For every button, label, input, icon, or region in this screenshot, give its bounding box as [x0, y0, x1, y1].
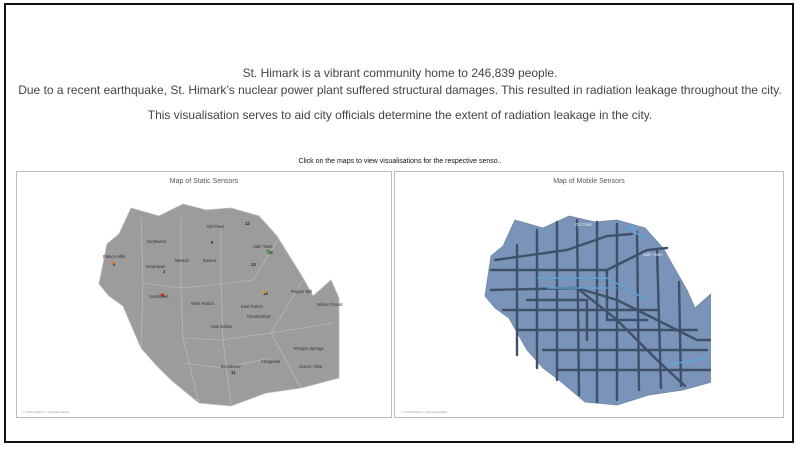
sensor-id: 12 — [245, 221, 250, 226]
sensor-id: 15 — [268, 250, 273, 255]
label-east-parton: East Parton — [241, 304, 264, 309]
click-hint: Click on the maps to view visualisations… — [298, 158, 502, 165]
sensor-marker[interactable] — [111, 261, 115, 265]
label-easton: Easton — [203, 258, 217, 263]
st-himark-land — [98, 203, 340, 407]
static-map-credit: © 2019 Mapbox © OpenStreetMap — [23, 410, 70, 414]
mobile-map-credit: © 2019 Mapbox © OpenStreetMap — [401, 410, 448, 414]
sensor-marker[interactable] — [160, 293, 164, 297]
mobile-sensors-map[interactable]: Old Town Safe Town — [457, 190, 711, 416]
label-safe-town: Safe Town — [253, 244, 273, 249]
label-weston: Weston — [175, 258, 190, 263]
label-northwest: Northwest — [147, 239, 167, 244]
label-safe-town: Safe Town — [643, 252, 663, 257]
label-scenic-vista: Scenic Vista — [299, 364, 323, 369]
sensor-id: 9 — [211, 240, 214, 245]
label-southwest: Southwest — [149, 294, 169, 299]
label-wilson-forest: Wilson Forest — [317, 302, 343, 307]
static-sensors-panel[interactable]: Map of Static Sensors Old Town Northwest… — [16, 171, 392, 418]
label-pepper-mill: Pepper Mill — [291, 289, 312, 294]
static-sensors-map[interactable]: Old Town Northwest Palace Hills Downtown… — [71, 188, 347, 414]
mobile-map-svg[interactable]: Old Town Safe Town — [457, 190, 711, 416]
sensor-id: 6 — [113, 262, 116, 267]
label-old-town: Old Town — [575, 222, 593, 227]
sensor-id: 11 — [231, 370, 236, 375]
label-downtown: Downtown — [146, 264, 166, 269]
neighborhood-borders — [140, 217, 334, 407]
sensor-marker[interactable] — [261, 290, 265, 294]
static-map-title: Map of Static Sensors — [169, 178, 239, 185]
sensor-id: 14 — [263, 291, 268, 296]
sensor-id: 1 — [163, 269, 166, 274]
mobile-sensors-panel[interactable]: Map of Mobile Sensors Old — [394, 171, 784, 418]
label-oak-willow: Oak Willow — [211, 324, 233, 329]
label-terrapin-springs: Terrapin Springs — [293, 346, 324, 351]
static-map-svg[interactable]: Old Town Northwest Palace Hills Downtown… — [71, 188, 347, 414]
label-cheddarford: Cheddarford — [247, 314, 271, 319]
label-west-parton: West Parton — [191, 301, 215, 306]
intro-line-2: Due to a recent earthquake, St. Himark’s… — [18, 83, 782, 97]
label-old-town: Old Town — [207, 224, 225, 229]
intro-line-3: This visualisation serves to aid city of… — [147, 108, 653, 122]
mobile-sensor-highlight — [537, 225, 708, 366]
label-chapparal: Chapparal — [261, 359, 280, 364]
mobile-map-title: Map of Mobile Sensors — [553, 178, 625, 185]
label-broadview: Broadview — [221, 364, 242, 369]
mobile-sensor-routes — [489, 218, 711, 404]
intro-line-1: St. Himark is a vibrant community home t… — [242, 66, 558, 80]
sensor-id: 13 — [251, 262, 256, 267]
label-palace-hills: Palace Hills — [103, 254, 125, 259]
sensor-marker[interactable] — [266, 249, 270, 253]
